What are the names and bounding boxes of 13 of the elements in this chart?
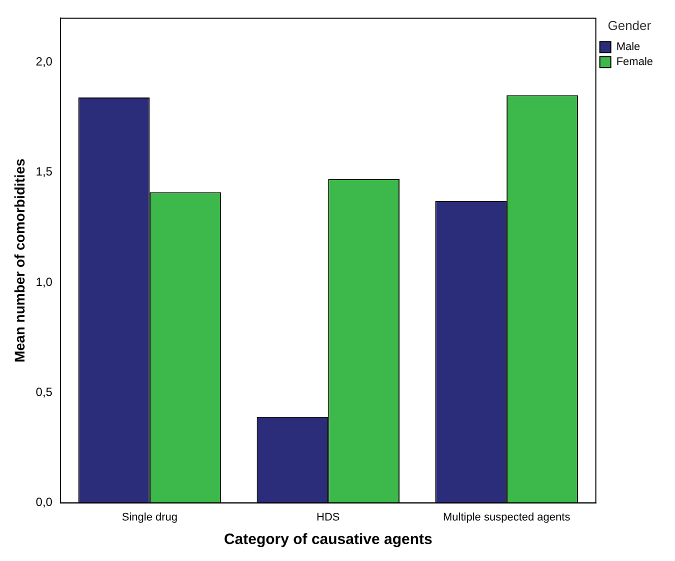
y-tick-label: 0,0: [36, 495, 53, 510]
y-tick-label: 2,0: [36, 54, 53, 69]
legend-label: Female: [616, 56, 654, 68]
y-tick-label: 0,5: [36, 384, 53, 399]
legend-title: Gender: [608, 18, 652, 34]
legend-label: Male: [616, 41, 640, 54]
x-tick-label: Multiple suspected agents: [443, 511, 571, 524]
x-tick-label: HDS: [316, 511, 340, 524]
x-axis-title: Category of causative agents: [224, 531, 432, 548]
y-tick-label: 1,0: [36, 274, 53, 289]
y-tick-label: 1,5: [36, 164, 53, 179]
y-axis-title: Mean number of comorbidities: [11, 158, 28, 362]
x-tick-label: Single drug: [122, 511, 178, 524]
